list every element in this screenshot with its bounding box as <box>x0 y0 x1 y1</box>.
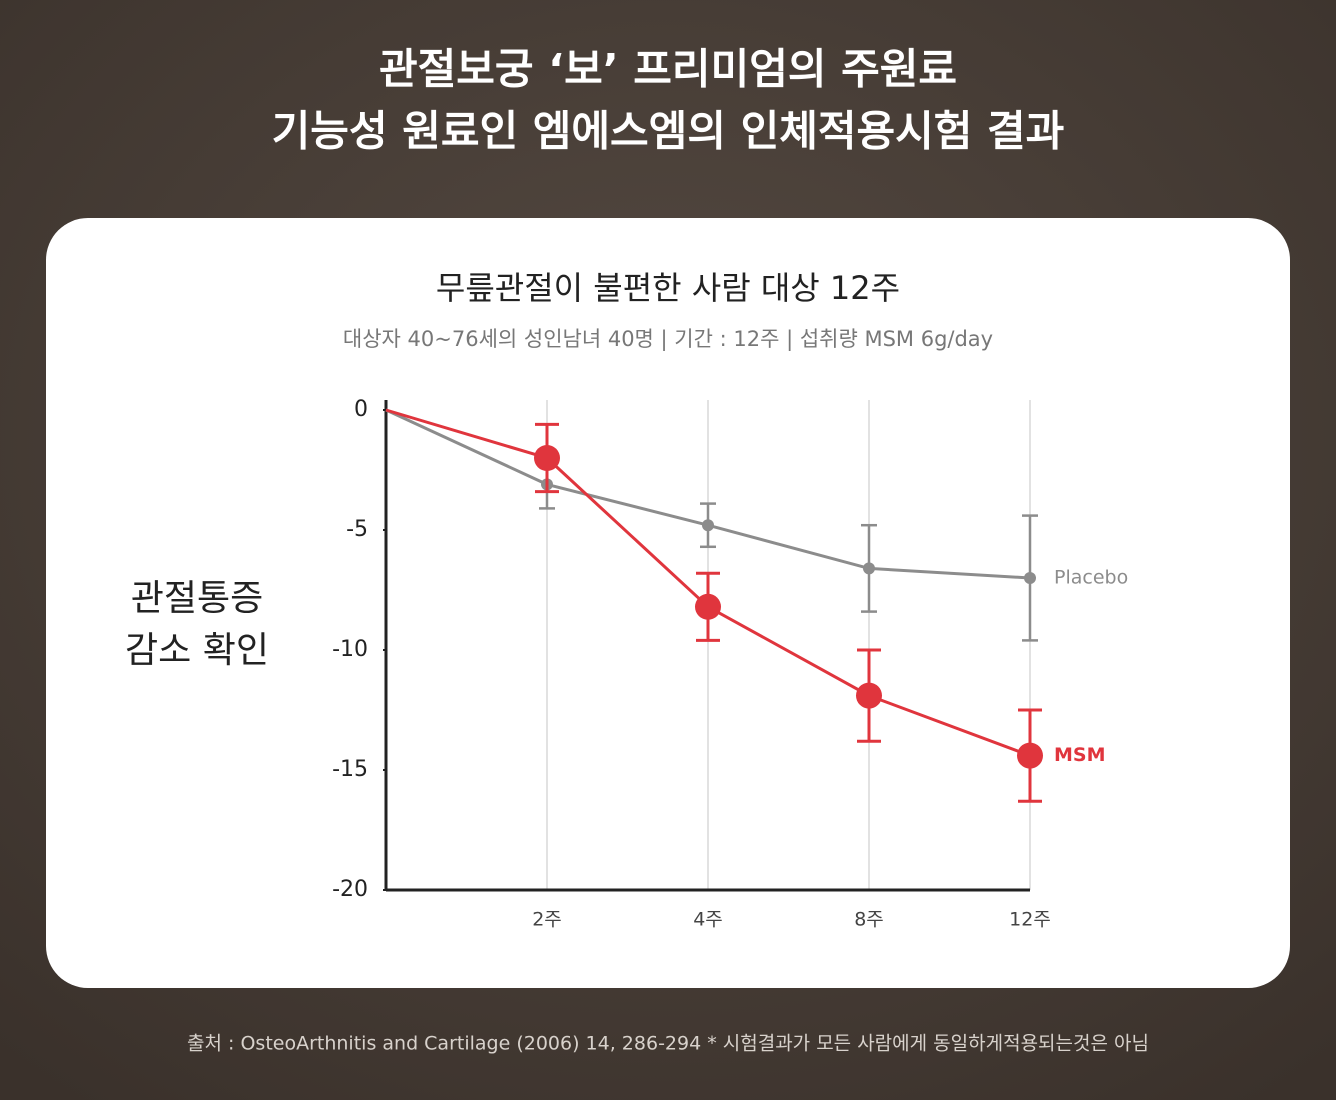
y-axis-label: 감소 확인 <box>125 630 269 671</box>
source-note: 출처 : OsteoArthnitis and Cartilage (2006)… <box>187 1033 1149 1055</box>
y-tick-label: -15 <box>332 757 368 782</box>
x-tick-label: 8주 <box>854 909 884 931</box>
y-tick-label: -10 <box>332 637 368 662</box>
y-tick-label: 0 <box>354 397 368 422</box>
point <box>863 562 875 575</box>
point <box>856 682 882 709</box>
plot: 2주 4주 8주 12주 0 -5 -10 -15 -20 Placebo MSM <box>332 397 1128 931</box>
card <box>46 218 1290 988</box>
chart-title: 무릎관절이 불편한 사람 대상 12주 <box>436 269 900 307</box>
title-line: 관절보궁 ‘보’ 프리미엄의 주원료 <box>379 45 957 94</box>
point <box>534 445 560 471</box>
point <box>1024 572 1036 584</box>
point <box>1017 742 1043 769</box>
x-tick-label: 2주 <box>532 909 562 931</box>
point <box>702 519 714 532</box>
series-label: MSM <box>1054 744 1106 766</box>
x-tick-label: 4주 <box>693 909 723 931</box>
title-line: 기능성 원료인 엠에스엠의 인체적용시험 결과 <box>272 107 1065 156</box>
chart-subtitle: 대상자 40~76세의 성인남녀 40명 | 기간 : 12주 | 섭취량 MS… <box>343 327 993 352</box>
series-label: Placebo <box>1054 567 1128 589</box>
y-tick-label: -5 <box>346 517 368 542</box>
y-tick-label: -20 <box>332 877 368 902</box>
x-tick-label: 12주 <box>1009 909 1051 931</box>
y-axis-label: 관절통증 <box>131 578 263 619</box>
point <box>695 593 721 620</box>
